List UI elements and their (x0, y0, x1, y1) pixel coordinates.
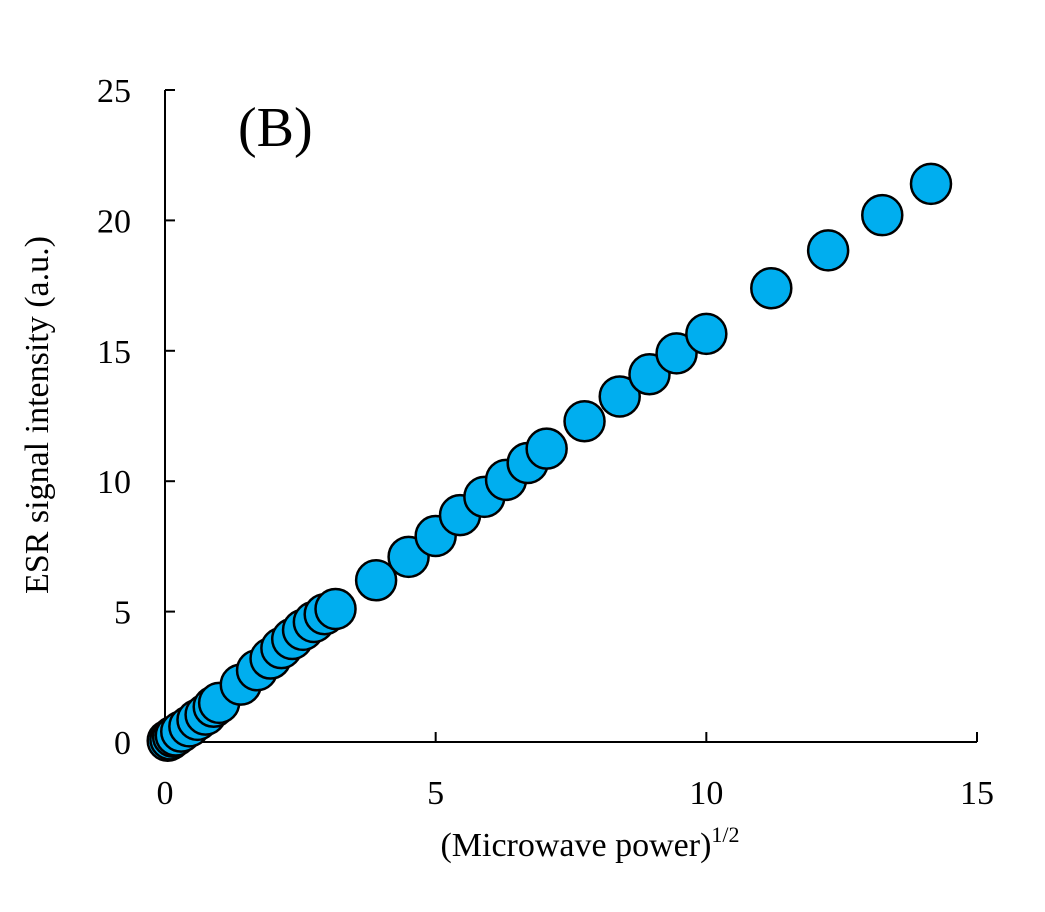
x-tick-label: 5 (427, 775, 444, 812)
data-point (861, 193, 904, 237)
data-point (655, 332, 698, 375)
data-point (354, 559, 398, 602)
y-tick-label: 10 (97, 464, 131, 501)
y-tick-label: 0 (114, 725, 131, 762)
data-point (598, 375, 641, 418)
x-axis-title-main: (Microwave power) (440, 827, 711, 864)
y-tick-label: 15 (97, 334, 131, 371)
y-axis-title: ESR signal intensity (a.u.) (19, 236, 56, 594)
data-point (806, 229, 850, 272)
x-tick-group: 0 5 10 15 (157, 732, 994, 812)
x-axis: 0 5 10 15 (157, 732, 994, 812)
panel-label: (B) (238, 97, 313, 159)
y-tick-label: 25 (97, 73, 131, 110)
x-tick-label: 15 (960, 775, 994, 812)
x-tick-label: 10 (689, 775, 723, 812)
x-axis-title-superscript: 1/2 (711, 822, 739, 847)
y-tick-label: 5 (114, 595, 131, 632)
x-axis-title: (Microwave power)1/2 (440, 822, 739, 864)
data-point (314, 587, 357, 631)
y-tick-group: 0 5 10 15 20 25 (97, 73, 175, 762)
data-point (909, 162, 953, 206)
data-points (146, 162, 953, 762)
x-tick-label: 0 (157, 775, 174, 812)
y-axis: 0 5 10 15 20 25 (97, 73, 175, 762)
data-point (685, 312, 728, 356)
data-point (525, 427, 568, 470)
y-tick-label: 20 (97, 203, 131, 240)
data-point (563, 399, 606, 443)
data-point (750, 266, 793, 310)
